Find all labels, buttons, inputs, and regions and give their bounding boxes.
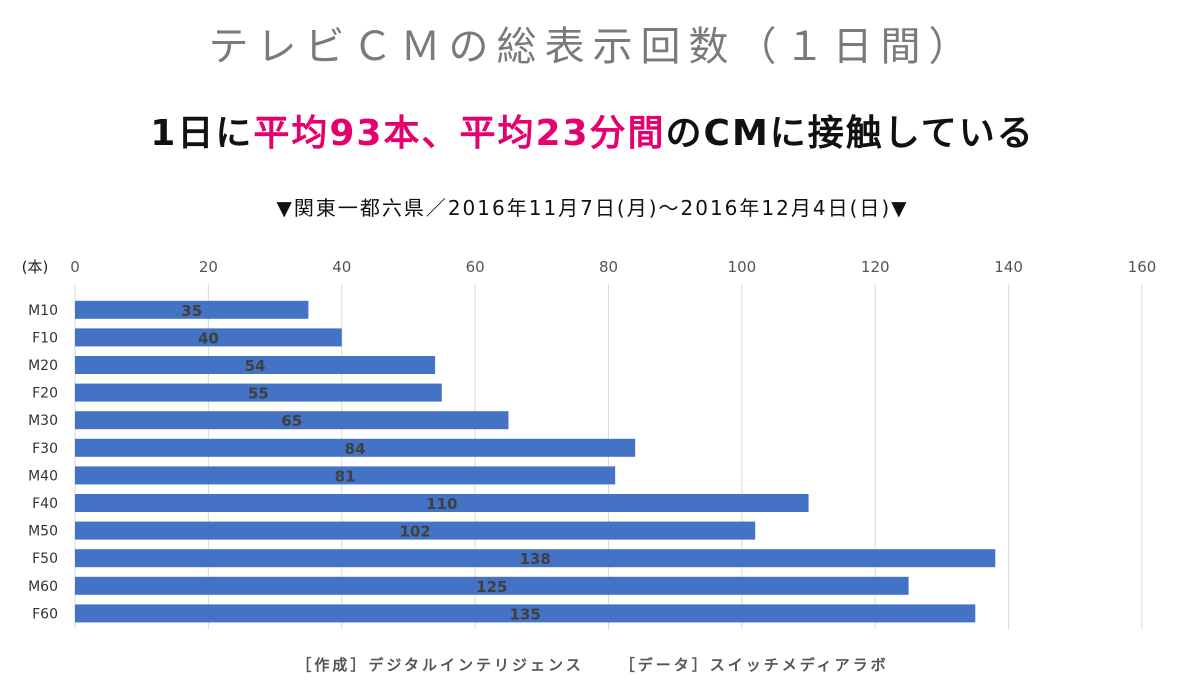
x-tick-label: 140 bbox=[994, 258, 1023, 276]
x-tick-label: 100 bbox=[728, 258, 757, 276]
y-category-label: F40 bbox=[32, 496, 58, 512]
credit-data-source: ［データ］スイッチメディアラボ bbox=[619, 656, 889, 674]
y-category-label: M10 bbox=[28, 303, 58, 319]
unit-label: (本) bbox=[22, 258, 49, 276]
bar bbox=[75, 521, 756, 540]
x-tick-label: 40 bbox=[332, 258, 351, 276]
bar-value-label: 138 bbox=[519, 550, 550, 568]
headline-prefix: 1日に bbox=[150, 113, 254, 154]
bar bbox=[75, 411, 509, 430]
bar-value-label: 102 bbox=[399, 523, 430, 541]
x-tick-label: 160 bbox=[1128, 258, 1157, 276]
bar bbox=[75, 328, 342, 347]
chart-title: テレビＣＭの総表示回数（１日間） bbox=[208, 24, 977, 70]
bar-value-label: 84 bbox=[345, 440, 366, 458]
bar bbox=[75, 356, 436, 374]
x-tick-label: 120 bbox=[861, 258, 890, 276]
y-category-label: F20 bbox=[32, 386, 58, 402]
credit-author: ［作成］デジタルインテリジェンス bbox=[296, 656, 584, 674]
bar-value-label: 135 bbox=[509, 605, 540, 623]
y-category-label: M20 bbox=[28, 358, 58, 374]
y-category-label: M60 bbox=[28, 579, 58, 595]
bar bbox=[75, 576, 909, 595]
x-tick-label: 20 bbox=[199, 258, 218, 276]
headline-highlight: 平均93本、平均23分間 bbox=[253, 113, 666, 154]
x-tick-label: 60 bbox=[466, 258, 485, 276]
bar bbox=[75, 438, 636, 457]
bar-chart: (本) 0 20 40 60 80 100 120 140 160 M10 35 F10 40 M20 54 F… bbox=[22, 258, 1157, 630]
headline-suffix: のCMに接触している bbox=[665, 113, 1035, 154]
bar bbox=[75, 604, 976, 623]
y-category-label: M50 bbox=[28, 524, 58, 540]
y-category-label: F10 bbox=[32, 330, 58, 346]
bar-value-label: 125 bbox=[476, 578, 507, 596]
bar-value-label: 40 bbox=[198, 329, 219, 347]
bar-value-label: 110 bbox=[426, 495, 457, 513]
bar bbox=[75, 383, 442, 402]
bar-value-label: 54 bbox=[245, 357, 266, 375]
bar-value-label: 81 bbox=[335, 467, 356, 485]
x-tick-label: 0 bbox=[70, 258, 80, 276]
bar bbox=[75, 549, 996, 568]
bar bbox=[75, 466, 616, 485]
y-category-label: F50 bbox=[32, 551, 58, 567]
bar-value-label: 55 bbox=[248, 385, 269, 403]
x-tick-label: 80 bbox=[599, 258, 618, 276]
bar bbox=[75, 300, 309, 319]
credit-line: ［作成］デジタルインテリジェンス ［データ］スイッチメディアラボ bbox=[0, 654, 1185, 675]
bar-value-label: 35 bbox=[181, 302, 202, 320]
y-category-label: M40 bbox=[28, 468, 58, 484]
y-category-label: M30 bbox=[28, 413, 58, 429]
y-category-label: F60 bbox=[32, 606, 58, 622]
bar bbox=[75, 494, 809, 512]
bar-value-label: 65 bbox=[281, 412, 302, 430]
period-subtitle: ▼関東一都六県／2016年11月7日(月)～2016年12月4日(日)▼ bbox=[276, 196, 909, 220]
y-category-label: F30 bbox=[32, 441, 58, 457]
headline: 1日に平均93本、平均23分間のCMに接触している bbox=[0, 104, 1185, 156]
